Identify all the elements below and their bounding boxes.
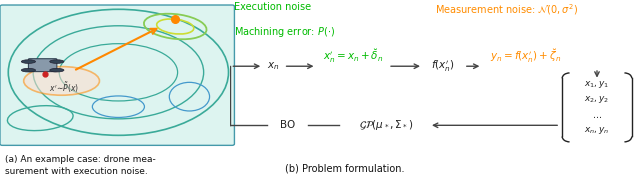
Text: Machining error: $P(\cdot)$: Machining error: $P(\cdot)$ — [234, 25, 335, 39]
Ellipse shape — [50, 68, 64, 72]
Text: (b) Problem formulation.: (b) Problem formulation. — [285, 164, 405, 174]
Text: $f(x_n')$: $f(x_n')$ — [431, 59, 455, 74]
Text: Measurement noise: $\mathcal{N}(0, \sigma^2)$: Measurement noise: $\mathcal{N}(0, \sigm… — [435, 2, 579, 17]
Ellipse shape — [21, 60, 36, 63]
Text: $x_1, y_1$: $x_1, y_1$ — [584, 79, 610, 90]
Text: BO: BO — [280, 120, 296, 130]
FancyBboxPatch shape — [28, 59, 57, 72]
Text: Execution noise: Execution noise — [234, 2, 312, 12]
Ellipse shape — [21, 68, 36, 72]
Ellipse shape — [24, 67, 99, 95]
Text: $x'\!\sim\!\tilde{P}(x)$: $x'\!\sim\!\tilde{P}(x)$ — [49, 81, 79, 95]
Text: $\cdots$: $\cdots$ — [592, 110, 602, 120]
Text: $\mathcal{GP}(\mu_*, \Sigma_*)$: $\mathcal{GP}(\mu_*, \Sigma_*)$ — [359, 118, 413, 132]
Text: (a) An example case: drone mea-
surement with execution noise.: (a) An example case: drone mea- surement… — [4, 155, 156, 176]
Text: $x_n$: $x_n$ — [267, 60, 280, 72]
Ellipse shape — [50, 60, 64, 63]
Text: $x_2, y_2$: $x_2, y_2$ — [584, 94, 609, 105]
Text: $x_n' = x_n + \breve{\delta}_n$: $x_n' = x_n + \breve{\delta}_n$ — [323, 47, 383, 65]
Text: $x_n, y_n$: $x_n, y_n$ — [584, 125, 610, 136]
Text: $y_n = f(x_n') + \breve{\zeta}_n$: $y_n = f(x_n') + \breve{\zeta}_n$ — [490, 47, 561, 65]
FancyBboxPatch shape — [0, 5, 234, 145]
